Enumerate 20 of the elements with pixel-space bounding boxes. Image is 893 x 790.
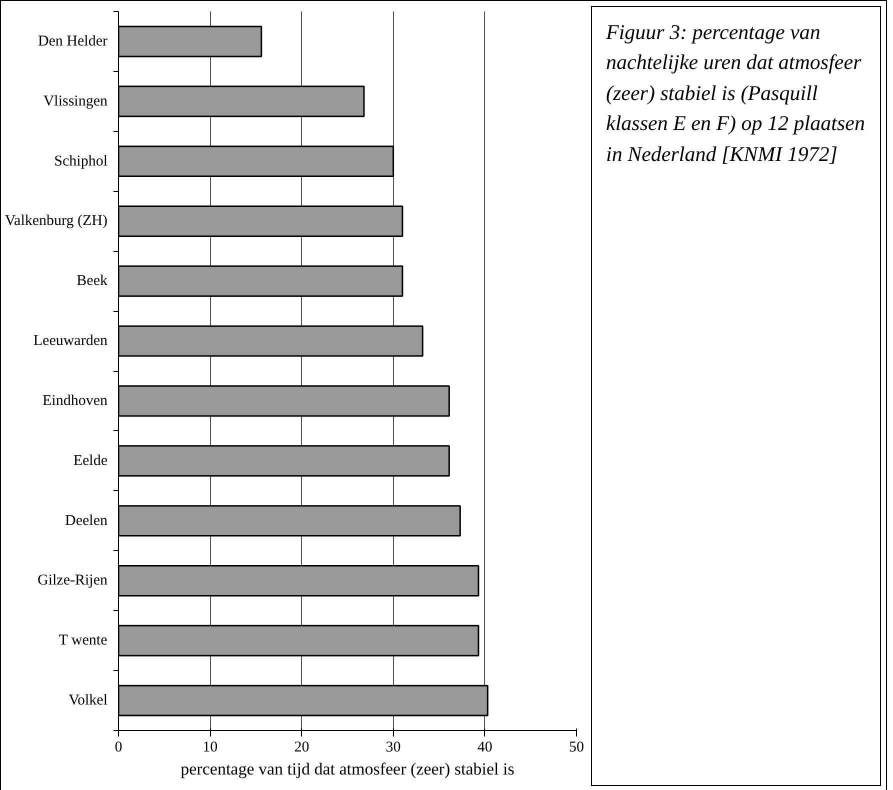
y-tick-label: Den Helder [38, 33, 108, 50]
text: Figuur 3: percentage van nachtelijke uren dat atmosfeer (zeer) stabiel is (Pasquill klassen E en F) op 12 plaatsen in Nederland [KNMI 1972] [605, 19, 866, 168]
y-tick-label: Gilze-Rijen [38, 572, 108, 589]
y-tick-label: Beek [76, 273, 108, 290]
y-tick-label: Eelde [73, 452, 108, 469]
y-tick-label: Leeuwarden [33, 333, 108, 350]
x-tick-label: 10 [202, 740, 218, 756]
x-axis-title: percentage van tijd dat atmosfeer (zeer) stabiel is [180, 760, 514, 778]
y-tick-label: Valkenburg (ZH) [4, 213, 108, 230]
y-tick-label: Volkel [68, 692, 108, 709]
x-tick-label: 20 [294, 740, 310, 756]
x-tick-label: 30 [386, 740, 401, 756]
x-tick-label: 50 [569, 740, 584, 756]
y-tick-label: Vlissingen [43, 93, 108, 110]
x-tick-label: 40 [477, 740, 492, 756]
y-tick-label: Deelen [65, 512, 108, 529]
y-tick-label: Eindhoven [42, 392, 108, 409]
y-tick-label: T wente [58, 632, 108, 649]
y-tick-label: Schiphol [54, 153, 108, 170]
x-tick-label: 0 [114, 740, 122, 756]
